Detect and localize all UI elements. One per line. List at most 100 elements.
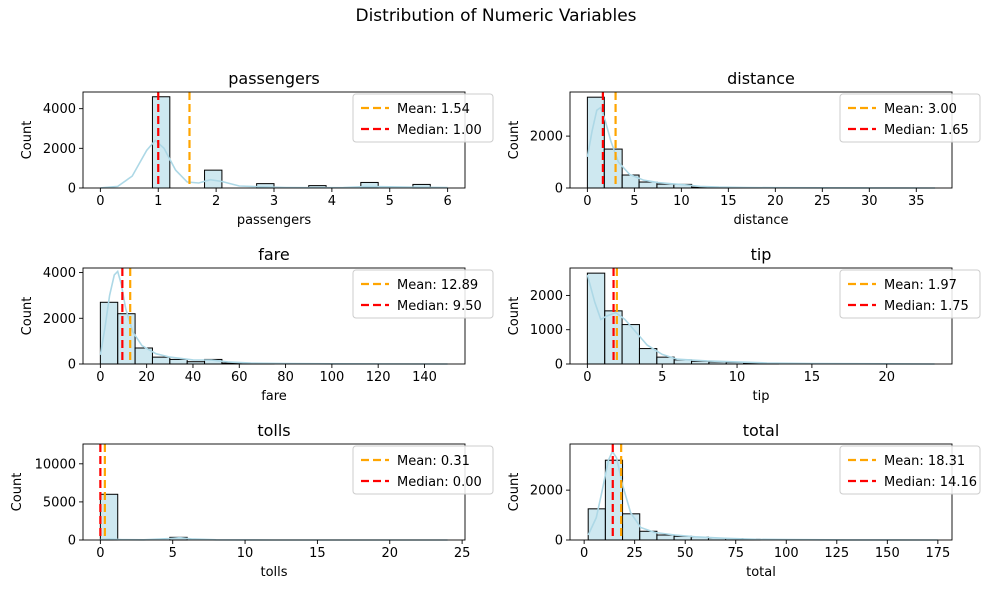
total-x-tick-label: 25 <box>626 546 643 561</box>
passengers-y-tick-label: 0 <box>68 182 76 197</box>
tip-legend-median-label: Median: 1.75 <box>884 299 969 314</box>
tolls-legend-median-label: Median: 0.00 <box>397 475 482 490</box>
distance-x-tick-label: 10 <box>673 194 690 209</box>
tolls-x-tick-label: 20 <box>381 546 398 561</box>
passengers-x-tick-label: 0 <box>96 194 104 209</box>
distance-histogram-bar <box>603 148 623 189</box>
total-kde-curve <box>587 449 938 541</box>
distance-x-tick-label: 5 <box>630 194 638 209</box>
fare-x-tick-label: 40 <box>185 370 202 385</box>
fare-y-tick-label: 0 <box>68 358 76 373</box>
fare-subplot-title: fare <box>258 245 290 264</box>
fare-y-axis-label: Count <box>20 297 35 336</box>
fare-histogram-bar <box>151 356 171 365</box>
passengers-legend-median-label: Median: 1.00 <box>397 123 482 138</box>
fare-x-tick-label: 120 <box>366 370 391 385</box>
passengers-y-axis-label: Count <box>20 121 35 160</box>
distance-x-axis-label: distance <box>733 213 788 228</box>
fare-kde-curve <box>99 269 448 365</box>
total-x-tick-label: 75 <box>727 546 744 561</box>
tip-x-axis-label: tip <box>753 389 770 404</box>
passengers-x-axis-label: passengers <box>237 213 312 228</box>
tolls-x-tick-label: 5 <box>169 546 177 561</box>
fare-histogram-bar <box>99 301 119 365</box>
total-y-tick-label: 2000 <box>530 484 563 499</box>
passengers-x-tick-label: 6 <box>443 194 451 209</box>
passengers-subplot-title: passengers <box>228 69 320 88</box>
fare-legend-median-label: Median: 9.50 <box>397 299 482 314</box>
distance-legend-mean-label: Mean: 3.00 <box>884 102 957 117</box>
fare-x-axis-label: fare <box>261 389 287 404</box>
distance-x-tick-label: 0 <box>583 194 591 209</box>
tip-subplot-title: tip <box>751 245 772 264</box>
total-subplot-title: total <box>743 421 780 440</box>
tip-histogram-bar <box>621 324 640 365</box>
total-histogram-bar <box>656 534 675 541</box>
distance-y-tick-label: 0 <box>555 182 563 197</box>
total-legend-median-label: Median: 14.16 <box>884 475 977 490</box>
tolls-x-tick-label: 10 <box>237 546 254 561</box>
tolls-histogram-bar <box>99 493 119 541</box>
passengers-x-tick-label: 2 <box>212 194 220 209</box>
fare-histogram-bar <box>169 358 188 365</box>
tip-y-tick-label: 1000 <box>530 323 563 338</box>
tip-x-tick-label: 20 <box>878 370 895 385</box>
tolls-y-tick-label: 5000 <box>43 495 76 510</box>
tolls-x-tick-label: 0 <box>96 546 104 561</box>
distance-histogram-bar <box>638 181 658 189</box>
tolls-y-tick-label: 0 <box>68 534 76 549</box>
tip-x-tick-label: 5 <box>658 370 666 385</box>
total-x-tick-label: 0 <box>580 546 588 561</box>
distance-x-tick-label: 20 <box>767 194 784 209</box>
total-y-axis-label: Count <box>507 473 522 512</box>
total-histogram-bar <box>622 513 641 541</box>
tip-y-tick-label: 0 <box>555 358 563 373</box>
tip-x-tick-label: 10 <box>729 370 746 385</box>
tolls-y-axis-label: Count <box>10 473 25 512</box>
distance-x-tick-label: 30 <box>861 194 878 209</box>
total-x-tick-label: 125 <box>824 546 849 561</box>
figure-title: Distribution of Numeric Variables <box>355 6 637 26</box>
passengers-kde-curve <box>100 139 448 189</box>
passengers-legend-mean-label: Mean: 1.54 <box>397 102 470 117</box>
tip-histogram-bar <box>638 348 658 365</box>
distance-y-tick-label: 2000 <box>530 130 563 145</box>
tip-x-tick-label: 0 <box>583 370 591 385</box>
distance-x-tick-label: 35 <box>908 194 925 209</box>
tip-x-tick-label: 15 <box>804 370 821 385</box>
passengers-x-tick-label: 5 <box>386 194 394 209</box>
passengers-y-tick-label: 2000 <box>43 142 76 157</box>
passengers-x-tick-label: 4 <box>328 194 336 209</box>
total-y-tick-label: 0 <box>555 534 563 549</box>
passengers-x-tick-label: 3 <box>270 194 278 209</box>
distance-x-tick-label: 25 <box>814 194 831 209</box>
distance-histogram-bar <box>656 183 675 189</box>
tip-y-tick-label: 2000 <box>530 289 563 304</box>
distance-subplot-title: distance <box>727 69 795 88</box>
fare-y-tick-label: 4000 <box>43 266 76 281</box>
tolls-legend-mean-label: Mean: 0.31 <box>397 454 470 469</box>
fare-x-tick-label: 0 <box>96 370 104 385</box>
fare-x-tick-label: 100 <box>319 370 344 385</box>
fare-histogram-bar <box>117 313 136 365</box>
passengers-histogram-bar <box>204 169 223 189</box>
tolls-x-tick-label: 15 <box>309 546 326 561</box>
fare-x-tick-label: 20 <box>138 370 155 385</box>
tolls-x-tick-label: 25 <box>454 546 471 561</box>
tip-kde-curve <box>586 274 935 365</box>
fare-legend-mean-label: Mean: 12.89 <box>397 278 478 293</box>
passengers-y-tick-label: 4000 <box>43 102 76 117</box>
total-x-tick-label: 100 <box>774 546 799 561</box>
tip-y-axis-label: Count <box>507 297 522 336</box>
total-x-tick-label: 175 <box>925 546 950 561</box>
total-x-tick-label: 50 <box>677 546 694 561</box>
distance-legend-median-label: Median: 1.65 <box>884 123 969 138</box>
fare-y-tick-label: 2000 <box>43 312 76 327</box>
total-x-axis-label: total <box>746 565 776 580</box>
passengers-histogram-bar <box>151 96 171 189</box>
tip-legend-mean-label: Mean: 1.97 <box>884 278 957 293</box>
distance-x-tick-label: 15 <box>720 194 737 209</box>
fare-x-tick-label: 140 <box>412 370 437 385</box>
fare-x-tick-label: 60 <box>231 370 248 385</box>
total-x-tick-label: 150 <box>875 546 900 561</box>
